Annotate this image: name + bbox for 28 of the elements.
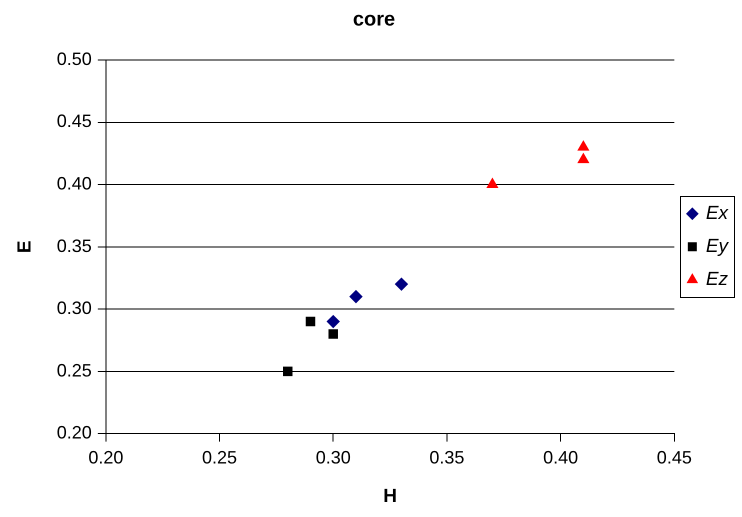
- y-axis-title: E: [14, 240, 36, 254]
- x-tick-label: 0.30: [316, 447, 351, 468]
- legend-label: Ex: [706, 203, 730, 224]
- point: [328, 329, 338, 339]
- y-tick-label: 0.25: [56, 360, 92, 380]
- x-tick-label: 0.40: [543, 447, 578, 468]
- point: [394, 278, 408, 291]
- point: [306, 316, 316, 326]
- point: [283, 366, 292, 376]
- point: [326, 315, 340, 328]
- point: [578, 140, 590, 151]
- legend-label: Ez: [706, 269, 728, 290]
- x-tick-label: 0.35: [429, 447, 464, 468]
- point: [349, 290, 362, 304]
- y-tick-label: 0.50: [56, 48, 92, 69]
- x-axis-title: H: [383, 486, 397, 507]
- y-tick-label: 0.40: [56, 174, 92, 194]
- x-tick-label: 0.20: [88, 447, 124, 468]
- legend-label: Ey: [706, 236, 730, 258]
- y-tick-label: 0.20: [56, 422, 92, 443]
- point: [578, 153, 590, 164]
- chart-title: core: [352, 8, 396, 31]
- x-tick-label: 0.25: [202, 447, 238, 468]
- y-tick-label: 0.35: [56, 236, 92, 256]
- point: [486, 178, 498, 188]
- x-tick-label: 0.45: [656, 447, 692, 468]
- y-tick-label: 0.30: [56, 298, 92, 318]
- y-tick-label: 0.45: [56, 111, 92, 132]
